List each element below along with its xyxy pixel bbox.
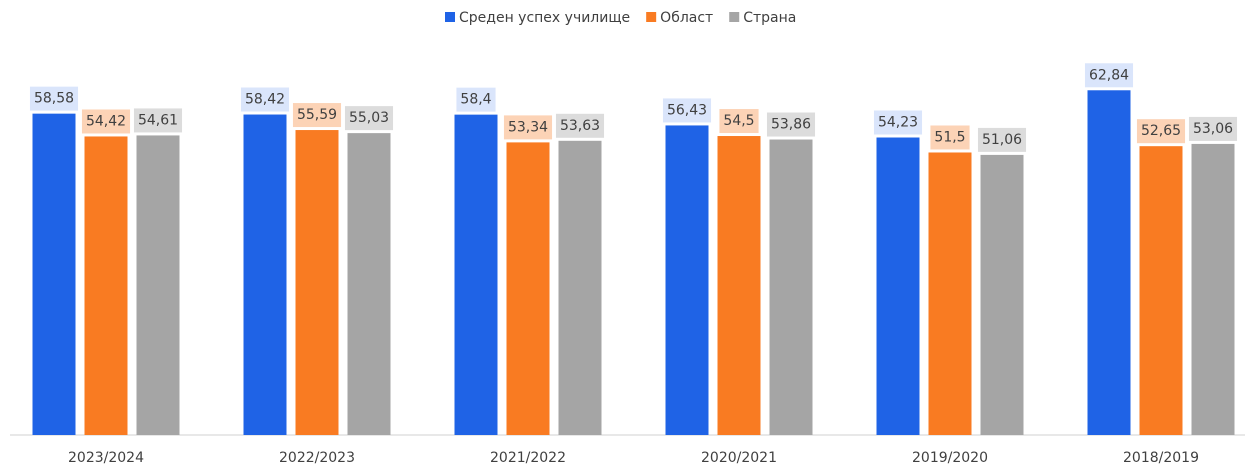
legend-swatch [646,12,657,22]
value-label: 55,59 [297,107,337,123]
value-label: 54,61 [138,112,178,128]
bar [717,136,761,435]
bar [928,152,972,435]
bar [506,142,550,435]
value-label-bg [133,108,183,133]
value-label-bg [977,127,1027,152]
x-tick-label: 2023/2024 [68,450,144,466]
value-label: 54,42 [86,113,126,129]
bar [1139,146,1183,436]
bar [136,135,180,435]
value-label: 51,5 [934,129,965,145]
x-tick-label: 2021/2022 [490,450,566,466]
x-tick-label: 2019/2020 [912,450,988,466]
bar [769,139,813,435]
value-label-bg [344,106,394,131]
value-label-bg [719,109,759,134]
value-label: 53,86 [771,117,811,133]
value-label-bg [81,109,131,134]
value-label-bg [456,87,496,112]
value-label: 58,4 [460,92,491,108]
value-label: 62,84 [1089,67,1129,83]
value-label: 55,03 [349,110,389,126]
legend-swatch [445,12,455,22]
bar [876,137,920,436]
x-tick-label: 2022/2023 [279,450,355,466]
value-label: 52,65 [1141,123,1181,139]
value-label: 53,34 [508,119,548,135]
value-label-bg [873,110,923,135]
value-label-bg [662,98,712,123]
bar [1191,143,1235,436]
bar [347,133,391,435]
value-label: 56,43 [667,102,707,118]
value-label-bg [29,86,79,111]
x-tick-label: 2020/2021 [701,450,777,466]
bar [454,114,498,436]
legend-swatch [729,12,740,22]
value-label: 54,5 [723,113,754,129]
legend-label: Среден успех училище [459,10,630,26]
value-label-bg [1188,116,1238,141]
value-label: 58,58 [34,91,74,107]
legend-label: Област [660,10,713,26]
bar [295,130,339,436]
bar [243,114,287,436]
bar [84,136,128,436]
value-label-bg [503,115,553,140]
value-label: 51,06 [982,132,1022,148]
value-label: 53,06 [1193,121,1233,137]
x-tick-label: 2018/2019 [1123,450,1199,466]
legend-label: Страна [743,10,796,26]
value-label-bg [930,125,970,150]
value-label-bg [766,112,816,137]
value-label: 54,23 [878,115,918,131]
value-label: 58,42 [245,92,285,108]
value-label-bg [1084,63,1134,88]
bar [665,125,709,436]
bar [32,113,76,436]
value-label-bg [555,113,605,138]
value-label-bg [240,87,290,112]
value-label-bg [1136,119,1186,144]
bar [1087,90,1131,436]
bar [980,154,1024,436]
bar [558,140,602,435]
value-label: 53,63 [560,118,600,134]
value-label-bg [292,103,342,128]
